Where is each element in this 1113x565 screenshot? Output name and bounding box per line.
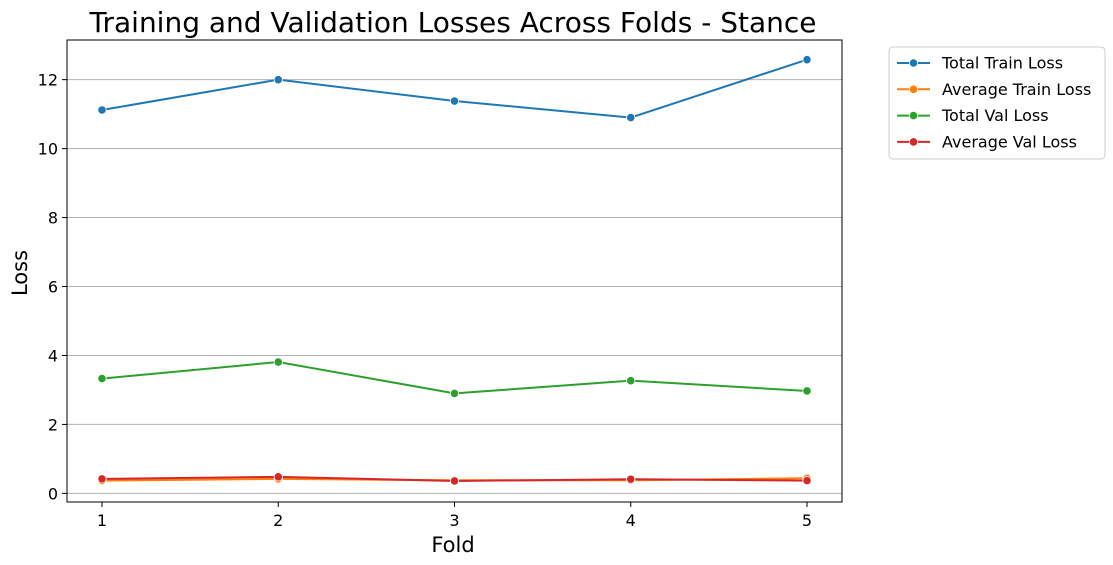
legend-swatch-marker (908, 58, 919, 68)
legend-label: Total Train Loss (941, 54, 1063, 73)
legend-entry-total-val-loss: Total Val Loss (897, 106, 1049, 125)
x-tick-label: 3 (449, 511, 459, 530)
y-axis-label: Loss (8, 250, 32, 296)
x-tick-label: 1 (97, 511, 107, 530)
legend-entry-average-val-loss: Average Val Loss (897, 132, 1077, 151)
data-point-total-train-loss (802, 55, 812, 65)
data-point-total-val-loss (626, 376, 636, 386)
data-point-average-val-loss (97, 474, 107, 484)
legend-label: Average Val Loss (942, 132, 1077, 151)
data-point-total-train-loss (449, 96, 460, 106)
legend: Total Train Loss Average Train Loss Total … (888, 46, 1106, 160)
data-point-average-val-loss (273, 472, 283, 482)
legend-swatch-marker (908, 111, 919, 121)
y-tick-label: 8 (48, 209, 58, 228)
y-tick-label: 10 (38, 140, 58, 159)
x-axis-ticks: 1 2 3 4 5 (97, 502, 812, 530)
data-point-total-val-loss (802, 386, 812, 396)
y-tick-label: 2 (48, 415, 58, 434)
series-line-total-train-loss (101, 58, 808, 119)
y-tick-label: 4 (48, 346, 58, 365)
legend-entry-total-train-loss: Total Train Loss (897, 54, 1063, 73)
legend-swatch-marker (908, 137, 919, 147)
x-tick-label: 4 (626, 511, 636, 530)
data-point-total-train-loss (626, 112, 636, 123)
x-tick-label: 2 (273, 511, 283, 530)
series-line-total-val-loss (101, 361, 808, 395)
series-layer (97, 55, 812, 486)
grid-layer (67, 79, 842, 494)
chart-title: Training and Validation Losses Across Fo… (89, 6, 817, 39)
y-tick-label: 0 (48, 484, 58, 503)
data-point-average-val-loss (449, 476, 460, 486)
legend-label: Average Train Loss (942, 80, 1091, 99)
data-point-total-train-loss (97, 105, 107, 115)
data-point-total-val-loss (97, 373, 107, 384)
data-point-average-val-loss (626, 474, 636, 484)
legend-label: Total Val Loss (941, 106, 1049, 125)
legend-swatch-marker (908, 84, 919, 94)
x-tick-label: 5 (802, 511, 812, 530)
y-axis-ticks: 0 2 4 6 8 10 12 (38, 71, 67, 503)
y-tick-label: 6 (48, 278, 58, 297)
data-point-total-val-loss (273, 357, 283, 367)
x-axis-label: Fold (431, 533, 474, 557)
data-point-average-val-loss (802, 476, 812, 486)
legend-entry-average-train-loss: Average Train Loss (897, 80, 1091, 99)
plot-frame (66, 39, 843, 503)
y-tick-label: 12 (38, 71, 58, 90)
legend-box (888, 46, 1106, 160)
legend-entries: Total Train Loss Average Train Loss Total … (897, 54, 1091, 151)
data-point-total-train-loss (273, 75, 283, 85)
data-point-total-val-loss (449, 388, 460, 398)
